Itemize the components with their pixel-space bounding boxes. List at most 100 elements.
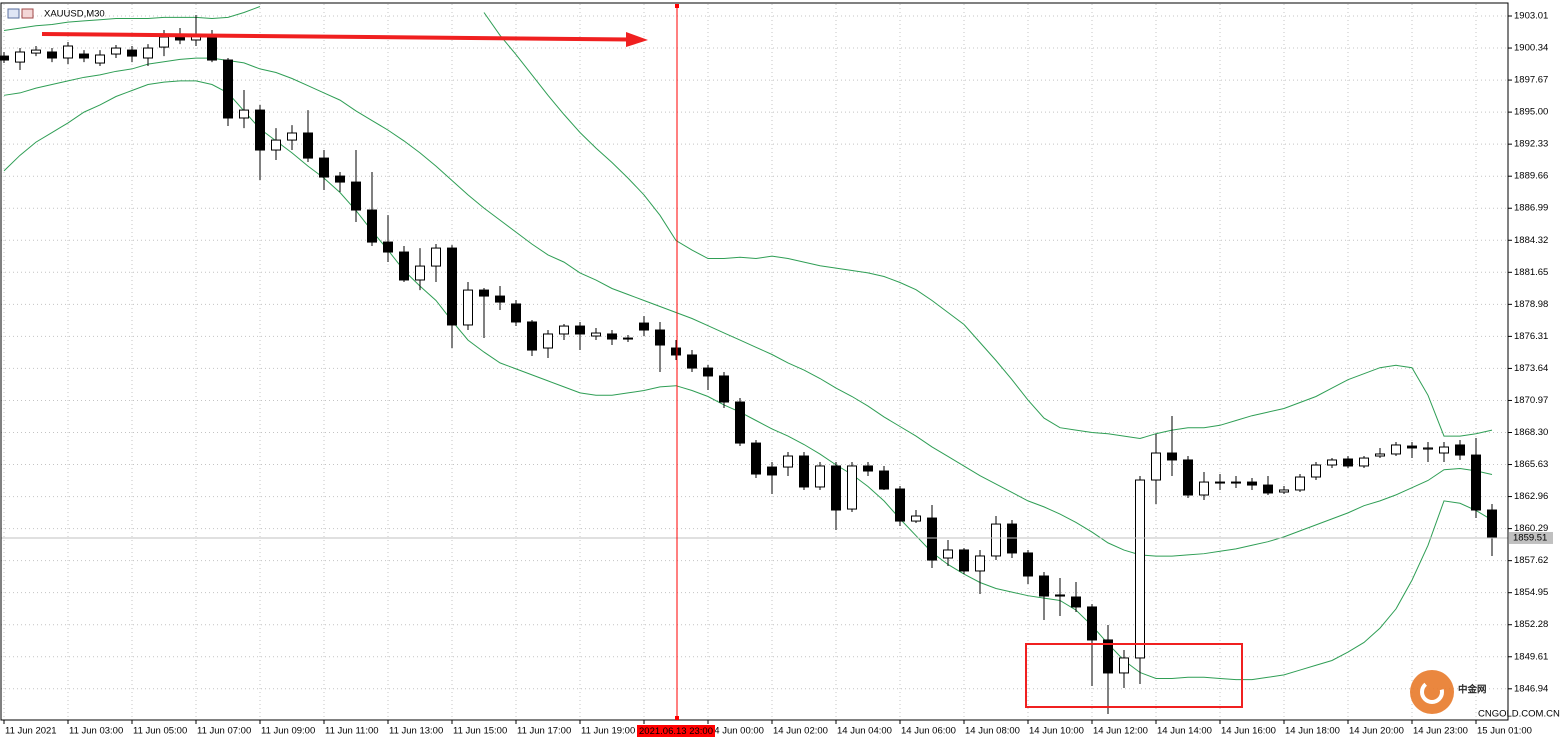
x-tick-label: 14 Jun 16:00: [1221, 726, 1276, 737]
red-arrow-head: [626, 32, 648, 47]
candle-body: [1343, 458, 1353, 467]
candle-body: [767, 466, 777, 476]
candle-body: [1151, 452, 1161, 481]
y-tick-label: 1889.66: [1514, 171, 1548, 182]
candle-body: [1103, 639, 1113, 674]
candle-body: [207, 34, 217, 61]
candle-body: [303, 132, 313, 159]
y-tick-label: 1884.32: [1514, 235, 1548, 246]
logo-swirl: [1420, 680, 1444, 704]
candle-body: [735, 401, 745, 444]
y-tick-label: 1903.01: [1514, 11, 1548, 22]
x-tick-label: 14 Jun 20:00: [1349, 726, 1404, 737]
x-tick-label: 14 Jun 23:00: [1413, 726, 1468, 737]
candle-body: [895, 488, 905, 522]
candle-body: [1167, 452, 1177, 461]
y-tick-label: 1876.31: [1514, 331, 1548, 342]
x-tick-label: 11 Jun 05:00: [133, 726, 187, 737]
grid-layer: [1, 4, 1508, 720]
candle-body: [799, 455, 809, 488]
candle-body: [79, 53, 89, 59]
x-tick-label: 14 Jun 18:00: [1285, 726, 1340, 737]
y-tick-label: 1849.61: [1514, 651, 1548, 662]
x-tick-label: 14 Jun 14:00: [1157, 726, 1212, 737]
candle-body: [591, 332, 601, 337]
data-layer: [0, 6, 1508, 715]
candle-body: [511, 303, 521, 323]
x-tick-label: 11 Jun 17:00: [517, 726, 571, 737]
current-price-box: [1509, 531, 1553, 544]
candle-body: [975, 555, 985, 572]
symbol-icon: [7, 8, 34, 19]
y-tick-label: 1854.95: [1514, 587, 1548, 598]
x-tick-label: 11 Jun 11:00: [325, 726, 379, 737]
candle-body: [1135, 479, 1145, 659]
y-tick-label: 1852.28: [1514, 619, 1548, 630]
candle-body: [351, 181, 361, 211]
marker-handle: [675, 716, 679, 720]
candle-body: [495, 295, 505, 303]
y-tick-label: 1886.99: [1514, 203, 1548, 214]
candle-body: [1199, 481, 1209, 496]
marker-label-box: [637, 725, 715, 737]
x-tick-label: 14 Jun 12:00: [1093, 726, 1148, 737]
y-tick-label: 1870.97: [1514, 395, 1548, 406]
y-tick-label: 1878.98: [1514, 299, 1548, 310]
candle-body: [159, 36, 169, 48]
candle-body: [943, 549, 953, 559]
candle-body: [383, 241, 393, 253]
y-tick-label: 1860.29: [1514, 523, 1548, 534]
candle-body: [415, 265, 425, 281]
candle-body: [255, 109, 265, 151]
candle-body: [31, 49, 41, 54]
candle-body: [1247, 481, 1257, 486]
x-tick-label: 11 Jun 09:00: [261, 726, 315, 737]
candle-body: [863, 465, 873, 472]
candle-body: [63, 45, 73, 59]
highlight-box: [1025, 643, 1243, 708]
candle-body: [223, 59, 233, 119]
candle-body: [671, 347, 681, 356]
y-tick-label: 1868.30: [1514, 427, 1548, 438]
y-tick-label: 1846.94: [1514, 683, 1548, 694]
x-tick-label: 14 Jun 08:00: [965, 726, 1020, 737]
candle-body: [607, 333, 617, 340]
plot-frame: [0, 2, 1509, 721]
chart-title: XAUUSD,M30: [44, 9, 105, 20]
candle-body: [1119, 657, 1129, 674]
candle-body: [95, 54, 105, 64]
red-arrow: [41, 32, 631, 42]
candle-body: [1375, 453, 1385, 457]
x-tick-label: 11 Jun 15:00: [453, 726, 507, 737]
y-tick-label: 1873.64: [1514, 363, 1548, 374]
candle-body: [287, 132, 297, 141]
x-tick-label: 14 Jun 06:00: [901, 726, 956, 737]
x-tick-label: 11 Jun 2021: [5, 726, 57, 737]
y-tick-label: 1892.33: [1514, 139, 1548, 150]
candle-body: [1183, 459, 1193, 496]
candle-body: [927, 517, 937, 561]
y-tick-label: 1900.34: [1514, 43, 1548, 54]
candle-body: [1023, 552, 1033, 577]
candle-body: [143, 47, 153, 59]
candle-body: [831, 465, 841, 511]
candle-body: [367, 209, 377, 243]
y-tick-label: 1881.65: [1514, 267, 1548, 278]
y-tick-label: 1865.63: [1514, 459, 1548, 470]
logo-circle: [1410, 670, 1454, 714]
y-tick-label: 1895.00: [1514, 107, 1548, 118]
candle-body: [719, 375, 729, 403]
y-tick-label: 1857.62: [1514, 555, 1548, 566]
x-tick-label: 11 Jun 07:00: [197, 726, 251, 737]
y-tick-label: 1862.96: [1514, 491, 1548, 502]
candle-body: [703, 367, 713, 377]
candle-body: [1231, 481, 1241, 484]
candle-body: [463, 289, 473, 326]
candle-body: [623, 337, 633, 340]
candle-body: [1391, 444, 1401, 455]
candle-body: [239, 109, 249, 119]
candle-body: [575, 325, 585, 335]
candle-body: [111, 47, 121, 55]
